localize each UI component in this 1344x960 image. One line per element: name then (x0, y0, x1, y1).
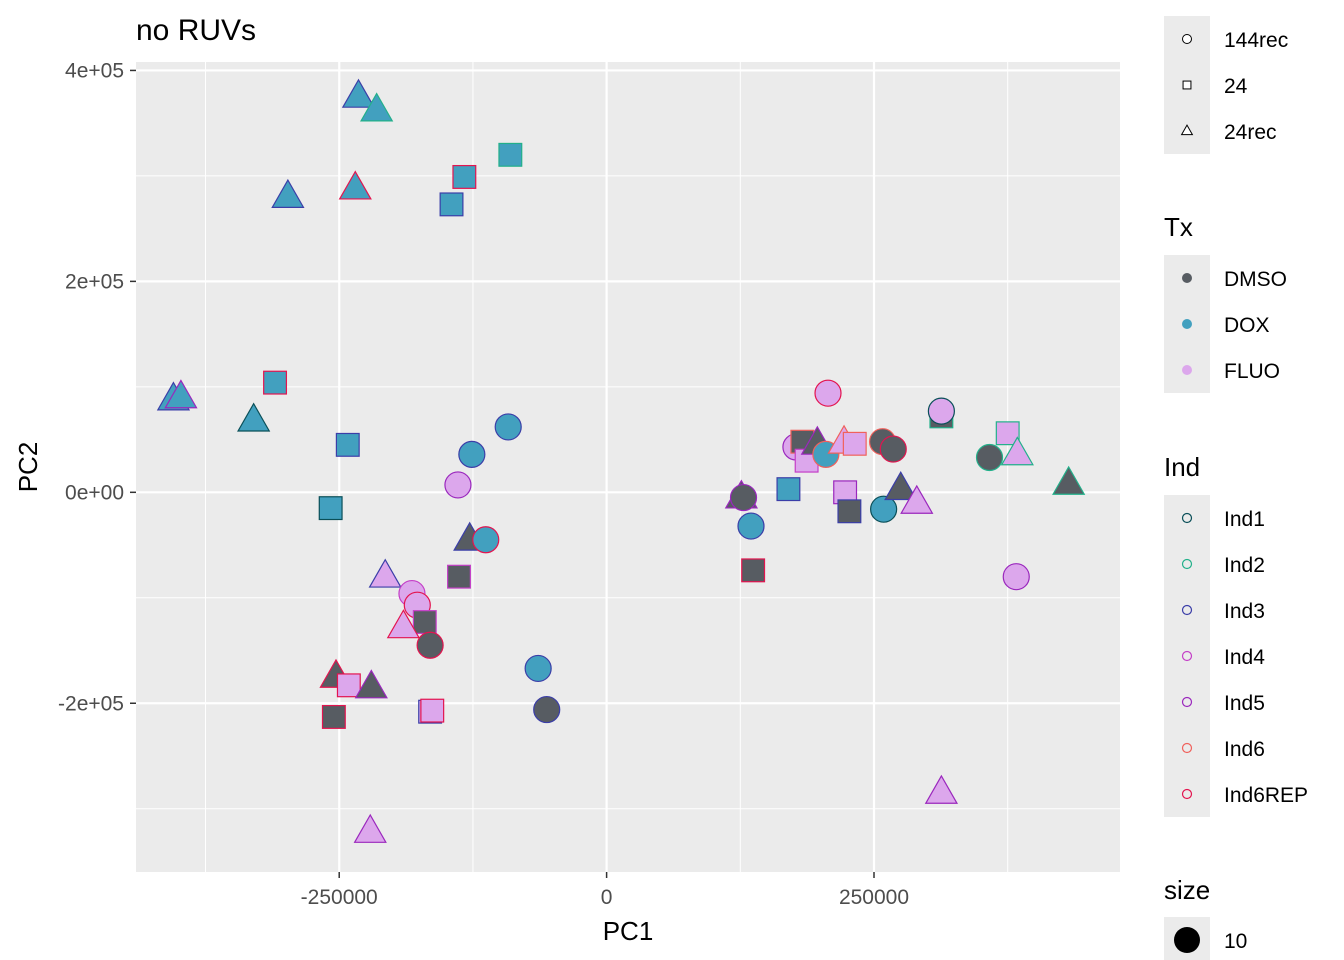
legend-size-label: 10 (1224, 930, 1247, 953)
data-point-circle (472, 526, 500, 554)
data-point-triangle (884, 471, 918, 501)
legend-shape-label: 24 (1224, 75, 1248, 98)
data-point-circle (524, 654, 552, 683)
data-point-circle (494, 413, 522, 441)
plot-panel (136, 62, 1120, 872)
data-point-circle (729, 483, 758, 512)
data-point-square (420, 698, 445, 723)
legend-shape-square-icon (1182, 80, 1192, 90)
legend-ind-ring-icon (1181, 788, 1193, 800)
data-point-circle (737, 512, 765, 540)
data-point-triangle (386, 609, 421, 639)
legend-tx-label: FLUO (1224, 360, 1280, 383)
data-point-square (336, 673, 361, 698)
data-point-triangle (1000, 436, 1034, 466)
x-axis-ticks: -250000 0 250000 (301, 872, 909, 909)
legend-shape-triangle-icon (1180, 124, 1194, 136)
data-point-circle (879, 435, 907, 463)
legend-ind-label: Ind5 (1224, 692, 1265, 715)
x-tick-label: 0 (601, 886, 613, 909)
legend-ind-ring-icon (1181, 558, 1193, 570)
y-tick-label: 0e+00 (65, 481, 124, 504)
grid-major (136, 62, 1120, 872)
legend-tx-dot-icon (1182, 319, 1192, 329)
data-point-circle (814, 379, 842, 407)
x-tick-label: -250000 (301, 886, 378, 909)
data-point-circle (870, 495, 898, 523)
x-axis-title: PC1 (603, 916, 654, 946)
data-point-circle (975, 443, 1004, 472)
data-point-square (741, 558, 766, 583)
y-tick-label: 4e+05 (65, 59, 124, 82)
legend-size-title: size (1164, 875, 1210, 905)
legend-ind-label: Ind6 (1224, 738, 1265, 761)
data-point-triangle (1052, 465, 1086, 495)
legend-tx-label: DOX (1224, 314, 1270, 337)
legend-ind-label: Ind6REP (1224, 784, 1308, 807)
grid-minor (136, 62, 1120, 872)
data-point-triangle (354, 669, 388, 699)
data-point-square (776, 477, 801, 502)
data-point-triangle (368, 558, 402, 588)
data-point-square (439, 192, 464, 217)
data-point-square (447, 564, 471, 589)
data-point-square (498, 142, 523, 167)
data-point-square (335, 432, 360, 457)
data-point-circle (444, 471, 472, 499)
data-point-circle (458, 440, 486, 468)
data-point-triangle (924, 774, 959, 804)
data-point-triangle (237, 402, 271, 432)
legend-ind-label: Ind1 (1224, 508, 1265, 531)
legend-shape-label: 24rec (1224, 121, 1277, 144)
chart-title: no RUVs (136, 14, 256, 47)
data-point-square (263, 370, 288, 395)
legend-tx-dot-icon (1182, 273, 1192, 283)
data-point-triangle (271, 178, 305, 208)
data-point-square (842, 431, 867, 456)
legend: 144rec 24 24rec Tx DMSO DOX FLUO Ind Ind1 Ind2 Ind… (1164, 16, 1308, 960)
legend-tx-title: Tx (1164, 212, 1193, 242)
data-point-square (318, 496, 343, 521)
legend-ind-label: Ind2 (1224, 554, 1265, 577)
legend-ind-ring-icon (1181, 604, 1193, 616)
y-axis-ticks: 4e+05 2e+05 0e+00 -2e+05 (58, 59, 136, 715)
data-point-triangle (360, 92, 394, 122)
legend-ind-ring-icon (1181, 650, 1193, 662)
legend-tx-dot-icon (1182, 365, 1192, 375)
data-point-triangle (353, 813, 387, 843)
y-tick-label: -2e+05 (58, 692, 124, 715)
data-points (156, 78, 1086, 843)
legend-ind-label: Ind4 (1224, 646, 1265, 669)
data-point-square (321, 704, 346, 729)
legend-shape-label: 144rec (1224, 29, 1288, 52)
legend-ind-key-background (1164, 495, 1210, 817)
legend-ind-label: Ind3 (1224, 600, 1265, 623)
legend-ind-ring-icon (1181, 512, 1193, 524)
data-point-circle (533, 695, 561, 724)
data-point-triangle (341, 78, 376, 108)
data-point-circle (1002, 563, 1030, 591)
data-point-circle (927, 397, 955, 425)
x-tick-label: 250000 (839, 886, 909, 909)
legend-size-dot-icon (1174, 927, 1200, 953)
data-point-square (452, 164, 477, 189)
legend-ind-title: Ind (1164, 452, 1200, 482)
legend-ind-ring-icon (1181, 696, 1193, 708)
data-point-square (412, 610, 437, 635)
data-point-square (995, 421, 1020, 446)
y-tick-label: 2e+05 (65, 270, 124, 293)
data-point-triangle (900, 484, 934, 514)
data-point-circle (416, 631, 444, 659)
data-point-triangle (338, 170, 372, 200)
legend-ind-ring-icon (1181, 742, 1193, 754)
data-point-square (837, 499, 862, 524)
legend-tx-label: DMSO (1224, 268, 1287, 291)
y-axis-title: PC2 (13, 442, 43, 493)
data-point-triangle (164, 379, 198, 409)
legend-shape-circle-icon (1182, 34, 1192, 44)
